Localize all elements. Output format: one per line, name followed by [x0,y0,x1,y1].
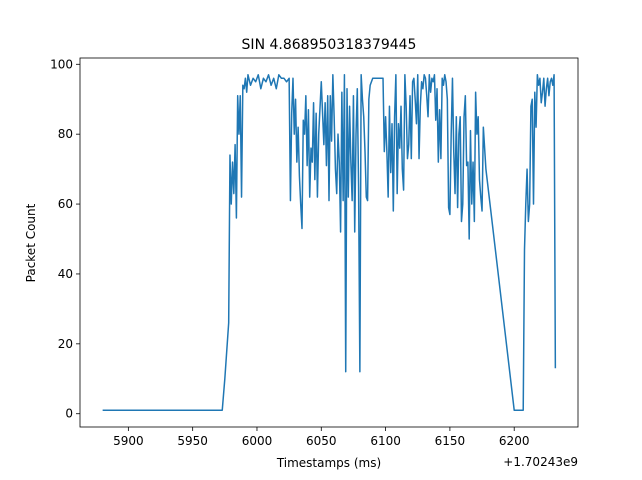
x-tick-label: 6200 [499,434,530,448]
x-tick-label: 6150 [435,434,466,448]
y-tick-label: 60 [58,197,73,211]
y-tick-label: 20 [58,337,73,351]
y-tick-label: 40 [58,267,73,281]
y-tick-label: 100 [50,57,73,71]
x-offset-label: +1.70243e9 [503,455,578,469]
x-tick-label: 5950 [177,434,208,448]
axes-frame [79,57,579,428]
x-tick-label: 6000 [242,434,273,448]
y-tick-label: 80 [58,127,73,141]
x-tick-label: 6100 [370,434,401,448]
y-tick-label: 0 [65,407,73,421]
y-axis-label: Packet Count [24,203,38,282]
x-tick-label: 6050 [306,434,337,448]
x-axis-label: Timestamps (ms) [276,456,381,470]
chart-title: SIN 4.868950318379445 [242,37,417,53]
data-line [102,74,557,411]
x-tick-label: 5900 [113,434,144,448]
